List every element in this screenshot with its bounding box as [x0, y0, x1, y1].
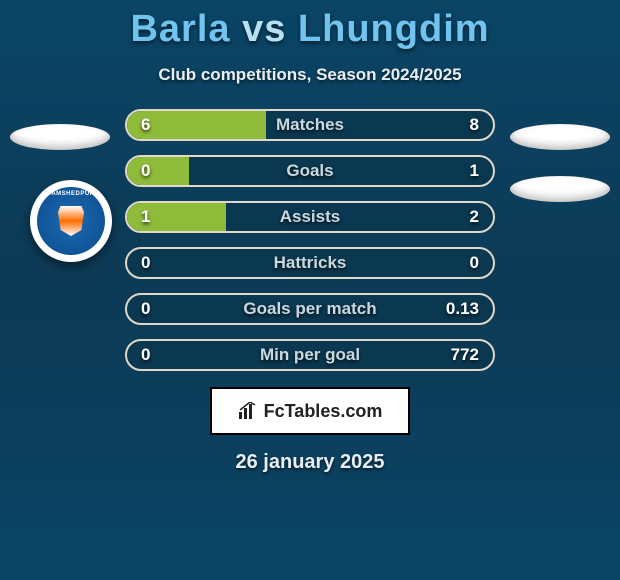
stat-value-left: 0 — [141, 157, 150, 185]
stat-value-left: 0 — [141, 249, 150, 277]
stat-row: 0 0Hattricks — [125, 247, 495, 279]
bar-fill-left — [127, 157, 189, 185]
stat-row: 01Goals — [125, 155, 495, 187]
stat-label: Goals per match — [127, 295, 493, 323]
stat-value-right: 0.13 — [446, 295, 479, 323]
stat-label: Hattricks — [127, 249, 493, 277]
club-badge: JAMSHEDPUR — [30, 180, 112, 262]
player2-name: Lhungdim — [298, 8, 490, 50]
stats-bars: 68Matches01Goals12Assists00Hattricks00.1… — [125, 109, 495, 371]
stat-row: 0 0.13Goals per match — [125, 293, 495, 325]
comparison-title: Barla vs Lhungdim — [0, 0, 620, 51]
placeholder-ellipse-top-left — [10, 124, 110, 150]
stat-label: Min per goal — [127, 341, 493, 369]
shield-icon — [58, 206, 84, 236]
chart-icon — [238, 402, 260, 420]
stat-value-left: 1 — [141, 203, 150, 231]
credit-text: FcTables.com — [264, 401, 383, 422]
stat-value-left: 0 — [141, 295, 150, 323]
stat-value-right: 772 — [451, 341, 479, 369]
player1-name: Barla — [130, 8, 230, 50]
club-badge-label: JAMSHEDPUR — [37, 191, 105, 197]
stat-value-right: 8 — [470, 111, 479, 139]
subtitle: Club competitions, Season 2024/2025 — [0, 65, 620, 85]
stat-row: 12Assists — [125, 201, 495, 233]
stat-value-right: 1 — [470, 157, 479, 185]
vs-separator: vs — [242, 8, 286, 50]
stat-value-left: 0 — [141, 341, 150, 369]
stat-value-right: 0 — [470, 249, 479, 277]
stat-value-right: 2 — [470, 203, 479, 231]
placeholder-ellipse-top-right — [510, 124, 610, 150]
stat-row: 68Matches — [125, 109, 495, 141]
club-badge-inner: JAMSHEDPUR — [37, 187, 105, 255]
stat-row: 0 772Min per goal — [125, 339, 495, 371]
placeholder-ellipse-bottom-right — [510, 176, 610, 202]
stat-value-left: 6 — [141, 111, 150, 139]
date-label: 26 january 2025 — [0, 451, 620, 474]
credit-box: FcTables.com — [210, 387, 410, 435]
